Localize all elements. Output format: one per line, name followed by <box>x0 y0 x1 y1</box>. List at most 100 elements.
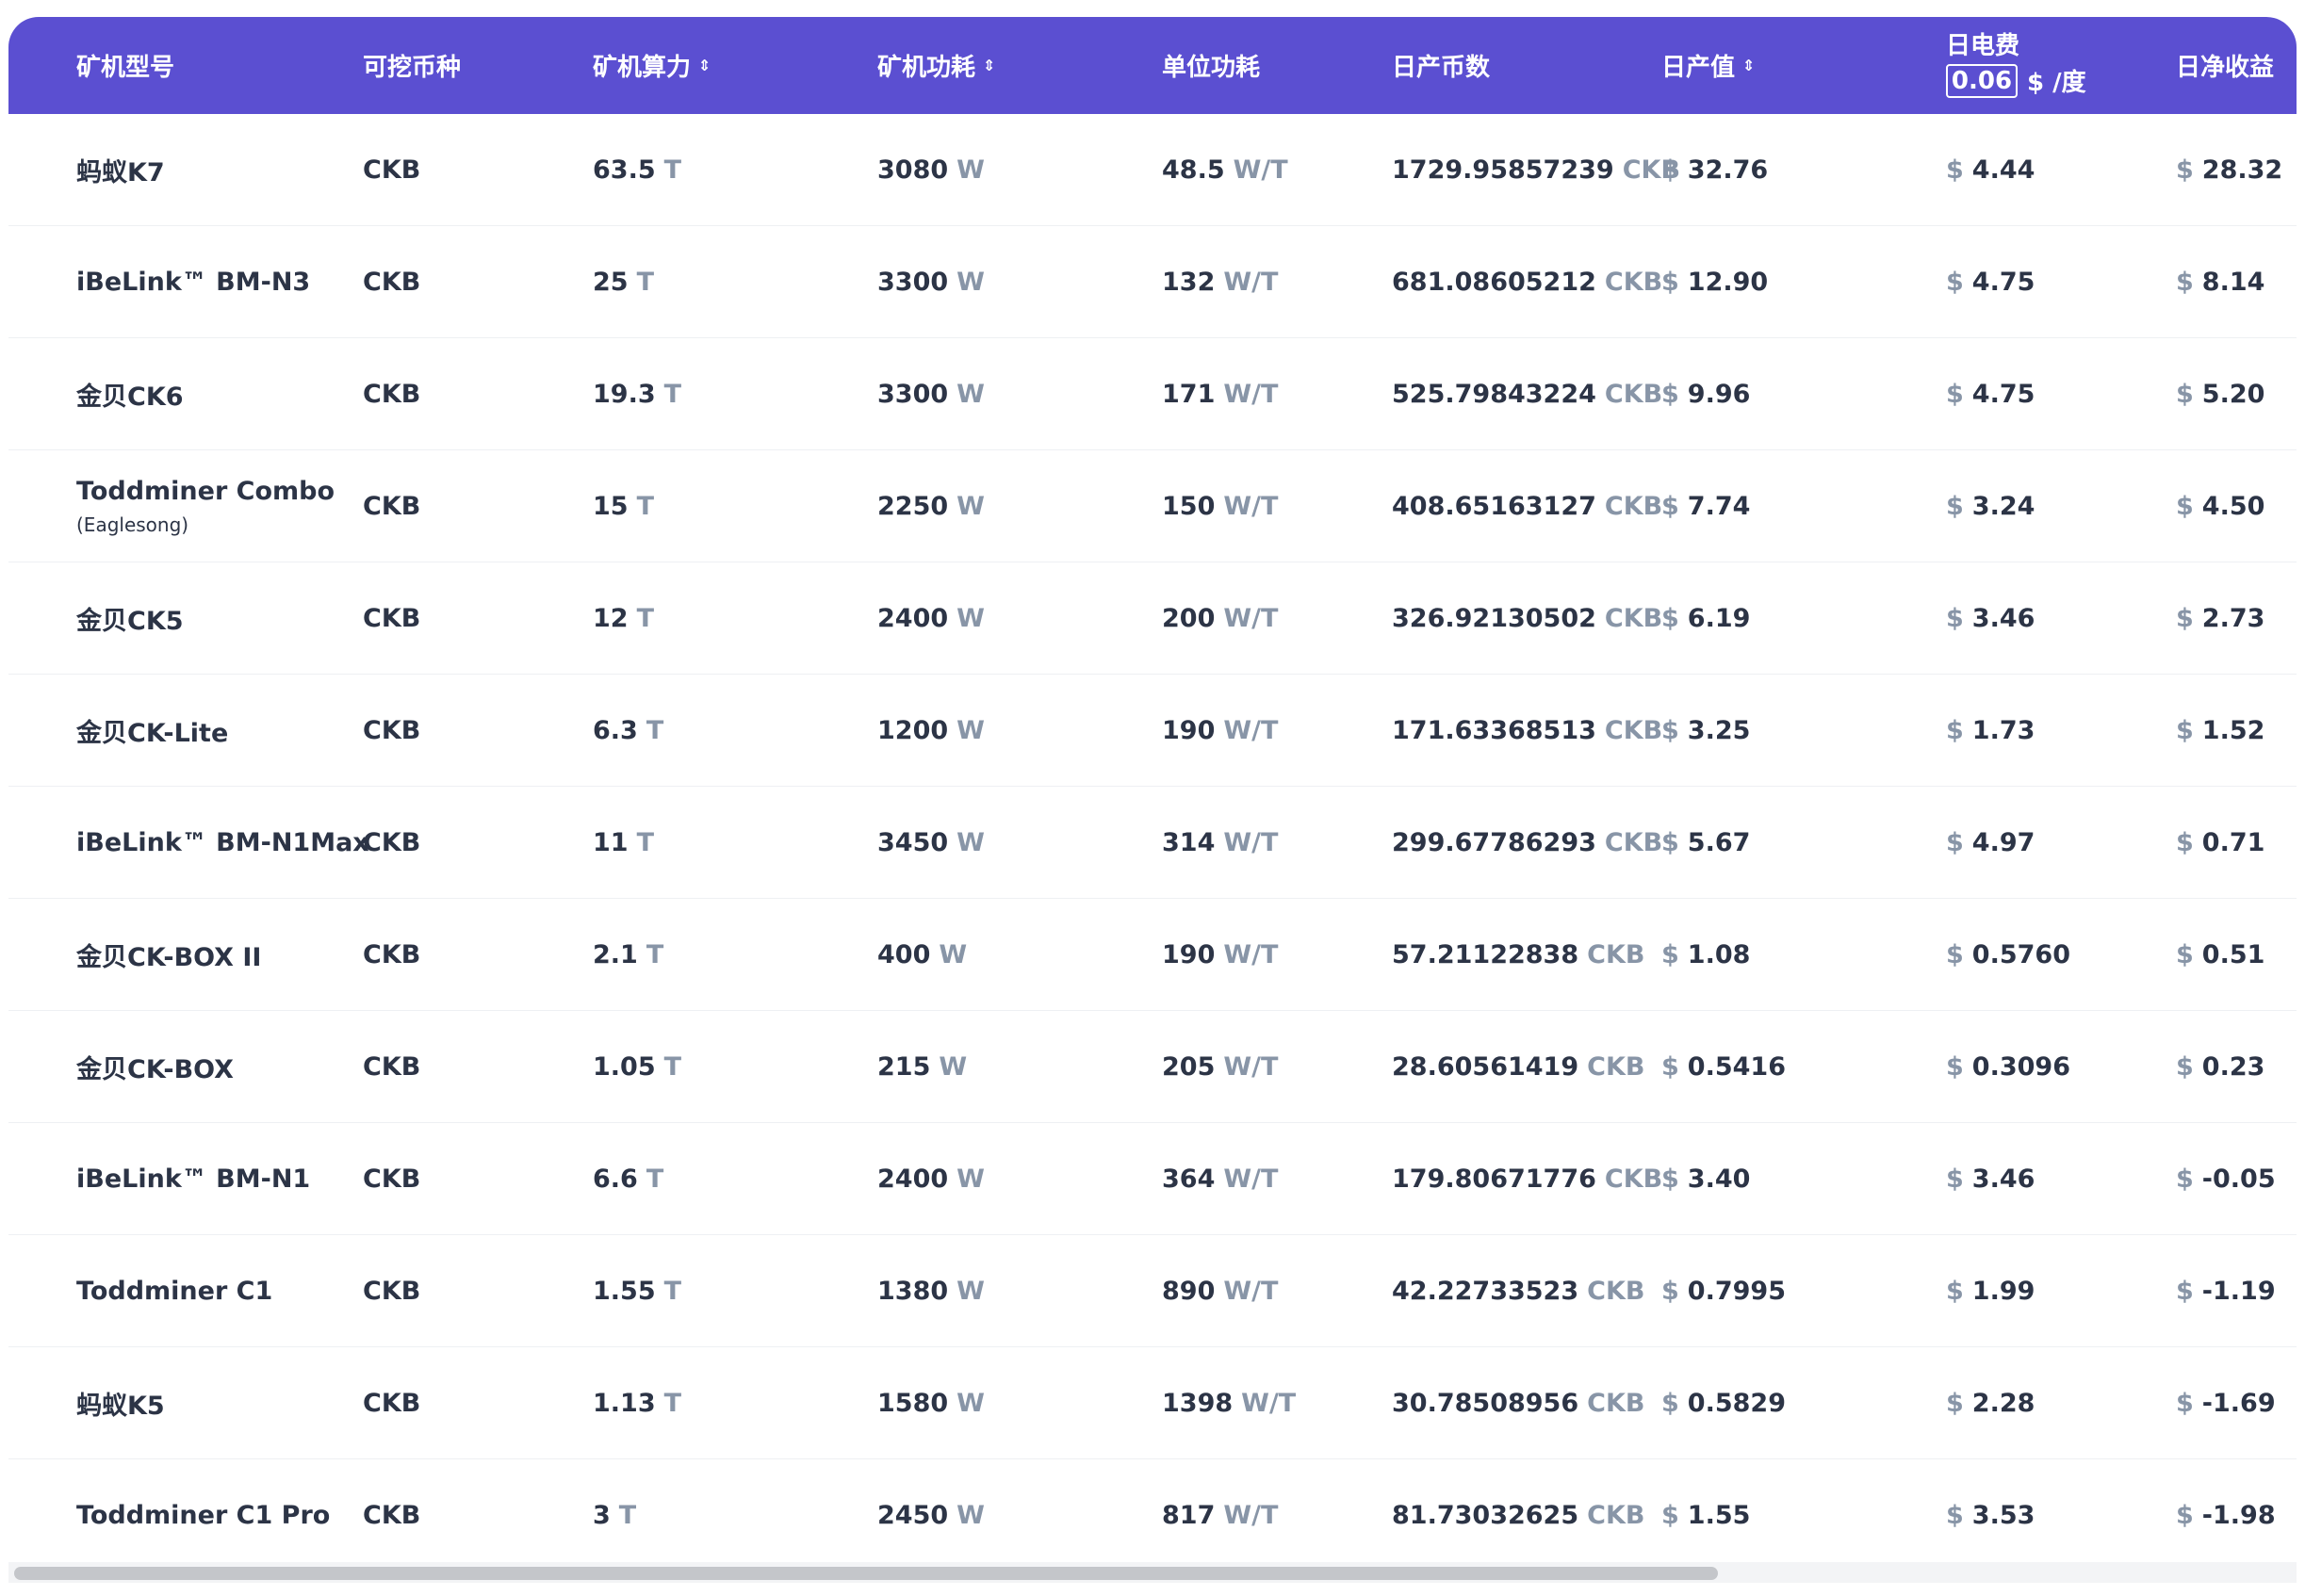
power-unit: W <box>956 827 985 857</box>
model-subtitle: (Eaglesong) <box>76 513 189 536</box>
power-value: 3300 <box>877 379 949 409</box>
table-row: Toddminer Combo (Eaglesong) CKB 15 T 2250 W… <box>8 450 2297 562</box>
model-name: iBeLink™ BM-N1Max <box>76 827 369 857</box>
model-name: 金贝CK-Lite <box>76 718 229 748</box>
coin-unit: CKB <box>1587 939 1645 969</box>
currency-symbol: $ <box>1946 155 1964 185</box>
cell-daily-coins: 681.08605212 CKB <box>1392 226 1662 337</box>
currency-symbol: $ <box>2176 603 2194 633</box>
scrollbar-thumb[interactable] <box>14 1567 1718 1580</box>
cell-daily-value: $12.90 <box>1661 226 1768 337</box>
power-value: 215 <box>877 1051 931 1082</box>
header-model-label: 矿机型号 <box>76 54 175 82</box>
currency-symbol: $ <box>2176 715 2194 745</box>
cell-coin: CKB <box>363 1123 420 1234</box>
cell-daily-coins: 28.60561419 CKB <box>1392 1011 1644 1122</box>
cell-daily-coins: 57.21122838 CKB <box>1392 899 1644 1010</box>
cell-net-profit: $ -1.19 <box>2176 1235 2276 1346</box>
model-name: iBeLink™ BM-N1 <box>76 1164 311 1194</box>
daily-coins-value: 408.65163127 <box>1392 491 1596 521</box>
table-header: 矿机型号 可挖币种 矿机算力 ⇕ 矿机功耗 ⇕ 单位功耗 日产币数 日产值 ⇕ … <box>8 17 2297 114</box>
model-name: Toddminer C1 <box>76 1276 273 1306</box>
currency-symbol: $ <box>1661 1276 1679 1306</box>
cell-daily-coins: 408.65163127 CKB <box>1392 450 1662 562</box>
coin-unit: CKB <box>1587 1276 1645 1306</box>
sort-icon[interactable]: ⇕ <box>983 56 996 74</box>
cell-efficiency: 364 W/T <box>1162 1123 1278 1234</box>
cell-net-profit: $5.20 <box>2176 338 2264 449</box>
currency-symbol: $ <box>2176 939 2194 969</box>
cell-daily-coins: 179.80671776 CKB <box>1392 1123 1662 1234</box>
cell-daily-coins: 171.63368513 CKB <box>1392 675 1662 786</box>
sort-icon[interactable]: ⇕ <box>1742 56 1756 74</box>
electricity-value: 1.99 <box>1971 1276 2035 1306</box>
cell-electricity: $3.53 <box>1946 1459 2035 1562</box>
cell-hashrate: 12 T <box>593 562 654 674</box>
coin-value: CKB <box>363 827 421 857</box>
header-efficiency-label: 单位功耗 <box>1162 54 1261 82</box>
net-profit-value: -1.98 <box>2201 1500 2276 1530</box>
currency-symbol: $ <box>1661 1388 1679 1418</box>
cell-daily-value: $0.5416 <box>1661 1011 1786 1122</box>
coin-unit: CKB <box>1622 155 1681 185</box>
currency-symbol: $ <box>1946 715 1964 745</box>
cell-power: 3450 W <box>877 787 985 898</box>
cell-electricity: $3.46 <box>1946 562 2035 674</box>
cell-coin: CKB <box>363 114 420 225</box>
electricity-value: 3.46 <box>1971 1164 2035 1194</box>
cell-power: 1580 W <box>877 1347 985 1458</box>
sort-icon[interactable]: ⇕ <box>698 56 711 74</box>
electricity-price-row: $ /度 <box>1946 63 2086 98</box>
efficiency-value: 890 <box>1162 1276 1216 1306</box>
table-row: 金贝CK-Lite CKB 6.3 T 1200 W 190 W/T 171.6336… <box>8 675 2297 787</box>
cell-efficiency: 171 W/T <box>1162 338 1278 449</box>
hashrate-unit: T <box>646 1164 664 1194</box>
cell-coin: CKB <box>363 338 420 449</box>
horizontal-scrollbar[interactable] <box>8 1562 2297 1583</box>
power-value: 3080 <box>877 155 949 185</box>
daily-value-value: 7.74 <box>1687 491 1751 521</box>
cell-model: Toddminer C1 <box>76 1235 272 1346</box>
coin-value: CKB <box>363 1388 421 1418</box>
currency-symbol: $ <box>2176 1276 2194 1306</box>
header-hashrate[interactable]: 矿机算力 ⇕ <box>593 17 711 114</box>
currency-symbol: $ <box>2176 1051 2194 1082</box>
cell-net-profit: $ -0.05 <box>2176 1123 2276 1234</box>
electricity-value: 2.28 <box>1971 1388 2035 1418</box>
currency-symbol: $ <box>1661 1164 1679 1194</box>
hashrate-unit: T <box>636 491 654 521</box>
cell-coin: CKB <box>363 1459 420 1562</box>
header-electricity-label: 日电费 <box>1946 32 2020 60</box>
currency-symbol: $ <box>2176 155 2194 185</box>
efficiency-unit: W/T <box>1223 603 1279 633</box>
model-name: Toddminer Combo <box>76 476 335 506</box>
cell-electricity: $2.28 <box>1946 1347 2035 1458</box>
cell-daily-value: $6.19 <box>1661 562 1750 674</box>
table-row: 蚂蚁K7 CKB 63.5 T 3080 W 48.5 W/T 1729.958572… <box>8 114 2297 226</box>
model-name: iBeLink™ BM-N3 <box>76 267 311 297</box>
hashrate-value: 25 <box>593 267 629 297</box>
currency-symbol: $ <box>1946 603 1964 633</box>
coin-value: CKB <box>363 1276 421 1306</box>
electricity-price-input[interactable] <box>1946 63 2018 98</box>
cell-daily-value: $32.76 <box>1661 114 1768 225</box>
currency-symbol: $ <box>2176 827 2194 857</box>
header-net-profit-label: 日净收益 <box>2176 54 2275 82</box>
header-power[interactable]: 矿机功耗 ⇕ <box>877 17 995 114</box>
cell-electricity: $3.24 <box>1946 450 2035 562</box>
net-profit-value: -0.05 <box>2201 1164 2276 1194</box>
cell-power: 3300 W <box>877 226 985 337</box>
daily-value-value: 5.67 <box>1687 827 1751 857</box>
net-profit-value: 5.20 <box>2201 379 2265 409</box>
cell-daily-value: $7.74 <box>1661 450 1750 562</box>
net-profit-value: 2.73 <box>2201 603 2265 633</box>
model-name: 蚂蚁K7 <box>76 157 165 187</box>
model-name: 金贝CK5 <box>76 606 184 636</box>
power-unit: W <box>956 379 985 409</box>
header-daily-value[interactable]: 日产值 ⇕ <box>1661 17 1755 114</box>
coin-value: CKB <box>363 379 421 409</box>
cell-power: 2400 W <box>877 1123 985 1234</box>
power-unit: W <box>939 939 968 969</box>
